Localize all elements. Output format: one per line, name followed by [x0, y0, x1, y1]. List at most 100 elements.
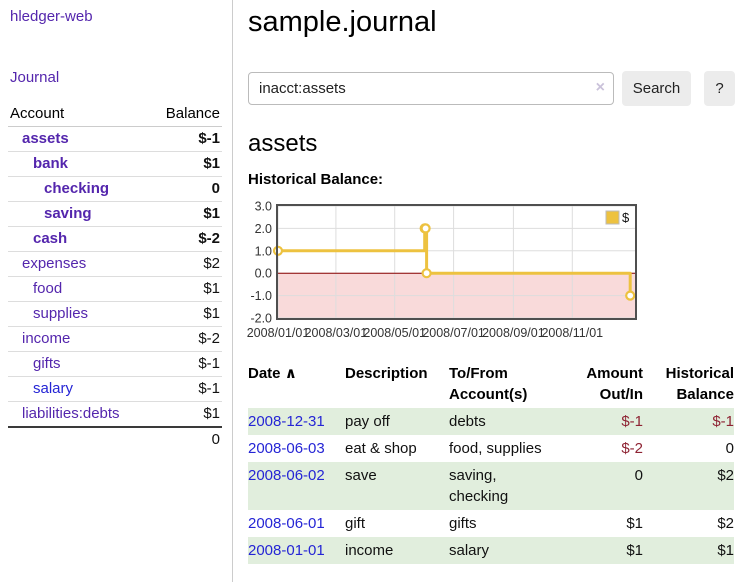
- account-heading: assets: [248, 130, 318, 157]
- account-balance: $1: [203, 155, 220, 172]
- account-row: saving $1: [8, 201, 222, 227]
- clear-search-icon[interactable]: ×: [595, 79, 605, 96]
- register-header-date-label: Date: [248, 365, 281, 382]
- account-row: gifts $-1: [8, 351, 222, 377]
- register-balance: 0: [725, 440, 734, 457]
- register-date-link[interactable]: 2008-12-31: [248, 413, 325, 430]
- register-row: 2008-06-01 gift gifts $1 $2: [248, 510, 734, 537]
- register-date-link[interactable]: 2008-06-01: [248, 515, 325, 532]
- register-amount: 0: [634, 467, 643, 484]
- register-description: eat & shop: [345, 440, 417, 457]
- account-row: expenses $2: [8, 251, 222, 277]
- account-link-income[interactable]: income: [22, 330, 71, 347]
- register-description: income: [345, 542, 394, 559]
- chart-title: Historical Balance:: [248, 171, 384, 188]
- register-balance: $1: [717, 542, 734, 559]
- account-link-supplies[interactable]: supplies: [33, 305, 89, 322]
- x-axis-tick-label: 2008/05/01: [363, 326, 426, 340]
- chart-data-point: [421, 268, 432, 279]
- accounts-table: Account Balance assets $-1 bank $1 check…: [8, 101, 222, 452]
- x-axis-tick-label: 2008/07/01: [422, 326, 485, 340]
- search-input[interactable]: [248, 72, 614, 105]
- register-header-balance: Historical Balance: [665, 365, 734, 403]
- account-row: assets $-1: [8, 127, 222, 152]
- account-balance: $1: [203, 205, 220, 222]
- account-row: income $-2: [8, 326, 222, 352]
- account-balance: $-1: [198, 355, 220, 372]
- register-header-amount: Amount Out/In: [586, 365, 643, 403]
- register-amount: $-1: [621, 413, 643, 430]
- register-description: pay off: [345, 413, 390, 430]
- register-table: Date ∧ Description To/From Account(s) Am…: [248, 360, 734, 564]
- account-link-checking[interactable]: checking: [44, 180, 110, 197]
- account-link-bank[interactable]: bank: [33, 155, 69, 172]
- account-balance: $1: [203, 280, 220, 297]
- register-row: 2008-12-31 pay off debts $-1 $-1: [248, 408, 734, 435]
- accounts-header-balance: Balance: [165, 105, 220, 122]
- y-axis-tick-label: 1.0: [255, 244, 272, 258]
- account-link-saving[interactable]: saving: [44, 205, 92, 222]
- y-axis-tick-label: 0.0: [255, 267, 272, 281]
- page-title: sample.journal: [248, 6, 437, 38]
- historical-balance-chart[interactable]: $3.0 2.0 1.0 0.0 -1.0 -2.0 2008/01/01 2008/03/0…: [247, 196, 735, 342]
- register-balance: $2: [717, 467, 734, 484]
- x-axis-tick-label: 2008/09/01: [482, 326, 545, 340]
- register-accounts: saving, checking: [449, 467, 509, 505]
- register-row: 2008-01-01 income salary $1 $1: [248, 537, 734, 564]
- account-balance: $-2: [198, 230, 220, 247]
- register-description: save: [345, 467, 377, 484]
- search-button[interactable]: Search: [622, 71, 691, 106]
- account-link-food[interactable]: food: [33, 280, 63, 297]
- accounts-total-balance: 0: [211, 431, 220, 448]
- register-accounts: salary: [449, 542, 490, 559]
- register-amount: $1: [626, 515, 643, 532]
- account-row: checking 0: [8, 176, 222, 202]
- sort-ascending-icon: ∧: [284, 365, 297, 382]
- accounts-header-row: Account Balance: [8, 101, 222, 127]
- register-header-description: Description: [345, 365, 428, 382]
- y-axis-tick-label: 3.0: [255, 200, 272, 214]
- legend-label: $: [622, 210, 630, 225]
- legend-swatch: [605, 210, 620, 225]
- register-header-date[interactable]: Date ∧: [248, 360, 345, 408]
- account-row: supplies $1: [8, 301, 222, 327]
- register-amount: $-2: [621, 440, 643, 457]
- account-row: food $1: [8, 276, 222, 302]
- search-box: ×: [248, 71, 614, 106]
- register-row: 2008-06-02 save saving, checking 0 $2: [248, 462, 734, 510]
- app-title-link[interactable]: hledger-web: [10, 8, 93, 25]
- account-balance: 0: [211, 180, 220, 197]
- x-axis-tick-label: 2008/03/01: [305, 326, 368, 340]
- register-date-link[interactable]: 2008-06-03: [248, 440, 325, 457]
- register-row: 2008-06-03 eat & shop food, supplies $-2…: [248, 435, 734, 462]
- account-balance: $1: [203, 305, 220, 322]
- y-axis-tick-label: 2.0: [255, 222, 272, 236]
- account-balance: $-2: [198, 330, 220, 347]
- register-accounts: debts: [449, 413, 486, 430]
- accounts-total-row: 0: [8, 427, 222, 452]
- account-link-gifts[interactable]: gifts: [33, 355, 61, 372]
- account-link-salary[interactable]: salary: [33, 380, 74, 397]
- account-balance: $-1: [198, 380, 220, 397]
- x-axis-tick-label: 2008/11/01: [541, 326, 603, 340]
- register-accounts: gifts: [449, 515, 477, 532]
- account-link-cash[interactable]: cash: [33, 230, 68, 247]
- register-accounts: food, supplies: [449, 440, 542, 457]
- account-row: liabilities:debts $1: [8, 401, 222, 428]
- chart-data-point: [420, 223, 431, 234]
- sidebar-item-journal[interactable]: Journal: [10, 69, 60, 86]
- account-link-assets[interactable]: assets: [22, 130, 69, 147]
- account-link-liabilities-debts[interactable]: liabilities:debts: [22, 405, 120, 422]
- register-date-link[interactable]: 2008-06-02: [248, 467, 325, 484]
- account-balance: $2: [203, 255, 220, 272]
- register-description: gift: [345, 515, 366, 532]
- account-balance: $1: [203, 405, 220, 422]
- register-amount: $1: [626, 542, 643, 559]
- account-balance: $-1: [198, 130, 220, 147]
- help-button[interactable]: ?: [704, 71, 735, 106]
- account-row: salary $-1: [8, 376, 222, 402]
- account-link-expenses[interactable]: expenses: [22, 255, 87, 272]
- register-balance: $2: [717, 515, 734, 532]
- register-header-account: To/From Account(s): [449, 365, 528, 403]
- register-date-link[interactable]: 2008-01-01: [248, 542, 325, 559]
